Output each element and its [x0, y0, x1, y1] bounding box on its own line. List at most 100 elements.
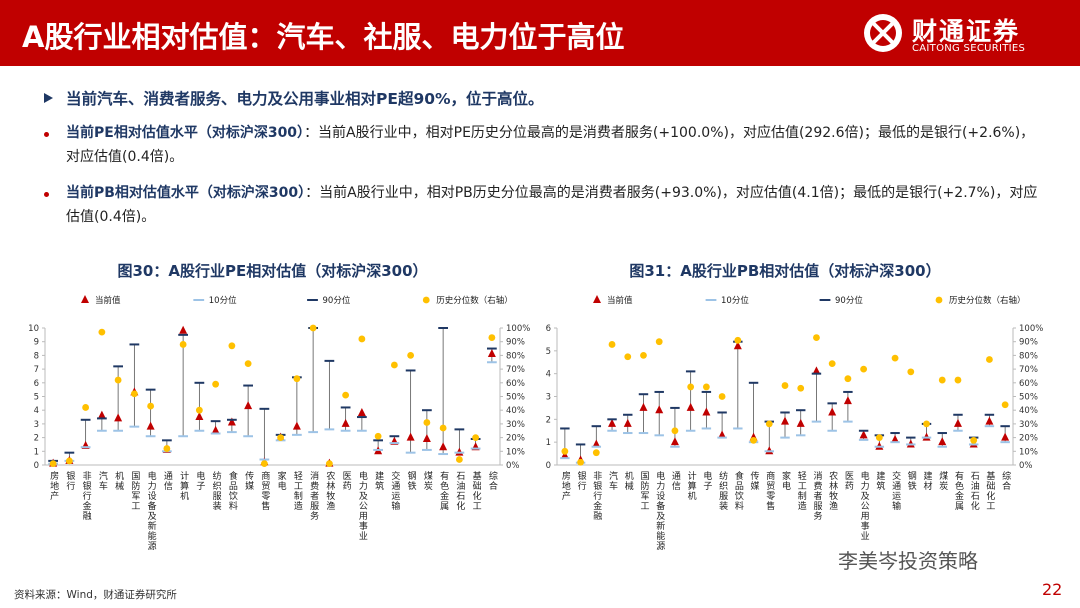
- percentile-dot: [750, 436, 757, 444]
- bullet-heading: 当前PE相对估值水平（对标沪深300）: [66, 125, 305, 141]
- current-marker: [985, 416, 994, 425]
- x-tick-label: 电子: [194, 470, 205, 491]
- percentile-dot: [986, 356, 993, 363]
- percentile-dot: [49, 460, 57, 468]
- y2-tick-label: 100%: [506, 324, 530, 334]
- y-tick-label: 7: [34, 365, 39, 375]
- percentile-dot: [655, 338, 663, 346]
- current-marker: [487, 349, 496, 358]
- percentile-dot: [702, 383, 710, 391]
- percentile-dot: [577, 458, 584, 466]
- y2-tick-label: 20%: [1019, 434, 1038, 444]
- bullet: 当前PE相对估值水平（对标沪深300）：当前A股行业中，相对PE历史分位最高的是…: [66, 121, 1046, 169]
- x-tick-label: 农林牧渔: [324, 470, 335, 511]
- x-tick-label: 食品饮料: [733, 470, 744, 511]
- current-marker: [733, 341, 742, 350]
- y-tick-label: 8: [34, 351, 39, 361]
- percentile-dot: [797, 384, 805, 392]
- y-tick-label: 4: [546, 370, 551, 380]
- y2-tick-label: 90%: [506, 338, 525, 348]
- current-marker: [796, 418, 805, 427]
- current-marker: [702, 407, 711, 416]
- x-tick-label: 商贸零售: [259, 470, 270, 511]
- x-tick-label: 煤炭: [937, 470, 948, 491]
- x-tick-label: 计算机: [178, 470, 189, 501]
- x-tick-label: 医药: [341, 471, 352, 491]
- percentile-dot: [844, 375, 852, 383]
- y-tick-label: 5: [546, 347, 551, 357]
- current-marker: [639, 402, 648, 411]
- x-tick-label: 石油石化: [969, 471, 980, 511]
- x-tick-label: 机械: [113, 470, 124, 491]
- legend-swatch: [935, 296, 943, 304]
- y2-tick-label: 20%: [506, 434, 525, 444]
- y2-tick-label: 80%: [1019, 351, 1038, 361]
- x-tick-label: 商贸零售: [764, 470, 775, 511]
- legend-swatch: [81, 295, 89, 303]
- current-marker: [292, 421, 301, 430]
- summary: 当前汽车、消费者服务、电力及公用事业相对PE超90%，位于高位。: [66, 90, 544, 108]
- percentile-dot: [687, 383, 695, 391]
- current-marker: [812, 366, 821, 375]
- x-tick-label: 煤炭: [422, 470, 433, 491]
- y2-tick-label: 30%: [506, 420, 525, 430]
- current-marker: [781, 416, 789, 425]
- current-marker: [953, 418, 962, 427]
- x-tick-label: 有色金属: [953, 470, 964, 511]
- x-tick-label: 钢铁: [906, 470, 917, 491]
- percentile-dot: [179, 341, 187, 348]
- percentile-dot: [455, 456, 463, 463]
- bullet-dot: [44, 132, 49, 137]
- bullet-text: ：当前A股行业中，相对PE历史分位最高的是消费者服务(+100.0%)，对应估值…: [66, 125, 1035, 165]
- x-tick-label: 国防军工: [638, 471, 649, 511]
- percentile-dot: [439, 424, 447, 432]
- logo-icon: [864, 14, 902, 52]
- percentile-dot: [488, 334, 496, 341]
- percentile-dot: [472, 434, 480, 441]
- x-tick-label: 非银行金融: [591, 470, 602, 521]
- x-tick-label: 非银行金融: [81, 470, 92, 521]
- percentile-dot: [309, 324, 317, 332]
- x-tick-label: 电力设备及新能源: [654, 470, 665, 551]
- chart-title: 图31：A股行业PB相对估值（对标沪深300）: [629, 262, 940, 280]
- percentile-dot: [923, 420, 930, 428]
- y-tick-label: 2: [34, 434, 39, 444]
- current-marker: [592, 439, 601, 448]
- current-marker: [406, 432, 415, 441]
- y2-tick-label: 50%: [1019, 393, 1038, 403]
- percentile-dot: [781, 382, 789, 389]
- current-marker: [891, 434, 900, 443]
- y-tick-label: 2: [546, 415, 551, 425]
- x-tick-label: 电力设备及新能源: [146, 470, 157, 551]
- percentile-dot: [640, 352, 647, 359]
- percentile-dot: [592, 449, 600, 457]
- percentile-dot: [860, 365, 868, 373]
- percentile-dot: [390, 361, 398, 369]
- percentile-dot: [671, 427, 679, 435]
- percentile-dot: [65, 457, 73, 465]
- x-tick-label: 房地产: [48, 470, 59, 501]
- percentile-dot: [277, 434, 285, 441]
- x-tick-label: 传媒: [749, 470, 760, 491]
- y-tick-label: 9: [34, 338, 39, 348]
- x-tick-label: 建筑: [874, 470, 885, 491]
- percentile-dot: [734, 336, 742, 344]
- current-marker: [718, 430, 727, 439]
- current-marker: [114, 413, 123, 422]
- current-marker: [179, 325, 188, 334]
- x-tick-label: 房地产: [560, 470, 571, 501]
- percentile-dot: [130, 390, 138, 398]
- x-tick-label: 轻工制造: [796, 470, 807, 511]
- x-tick-label: 汽车: [97, 470, 108, 491]
- percentile-dot: [624, 353, 632, 361]
- current-marker: [686, 402, 695, 411]
- x-tick-label: 家电: [276, 470, 287, 491]
- x-tick-label: 电力及公用事业: [859, 470, 870, 541]
- logo-text: 财通证券: [912, 17, 1021, 46]
- legend-swatch: [593, 295, 601, 303]
- legend-label: 90分位: [323, 295, 351, 306]
- y2-tick-label: 60%: [1019, 379, 1038, 389]
- x-tick-label: 消费者服务: [811, 470, 822, 521]
- x-tick-label: 医药: [843, 471, 854, 491]
- y2-tick-label: 10%: [1019, 447, 1038, 457]
